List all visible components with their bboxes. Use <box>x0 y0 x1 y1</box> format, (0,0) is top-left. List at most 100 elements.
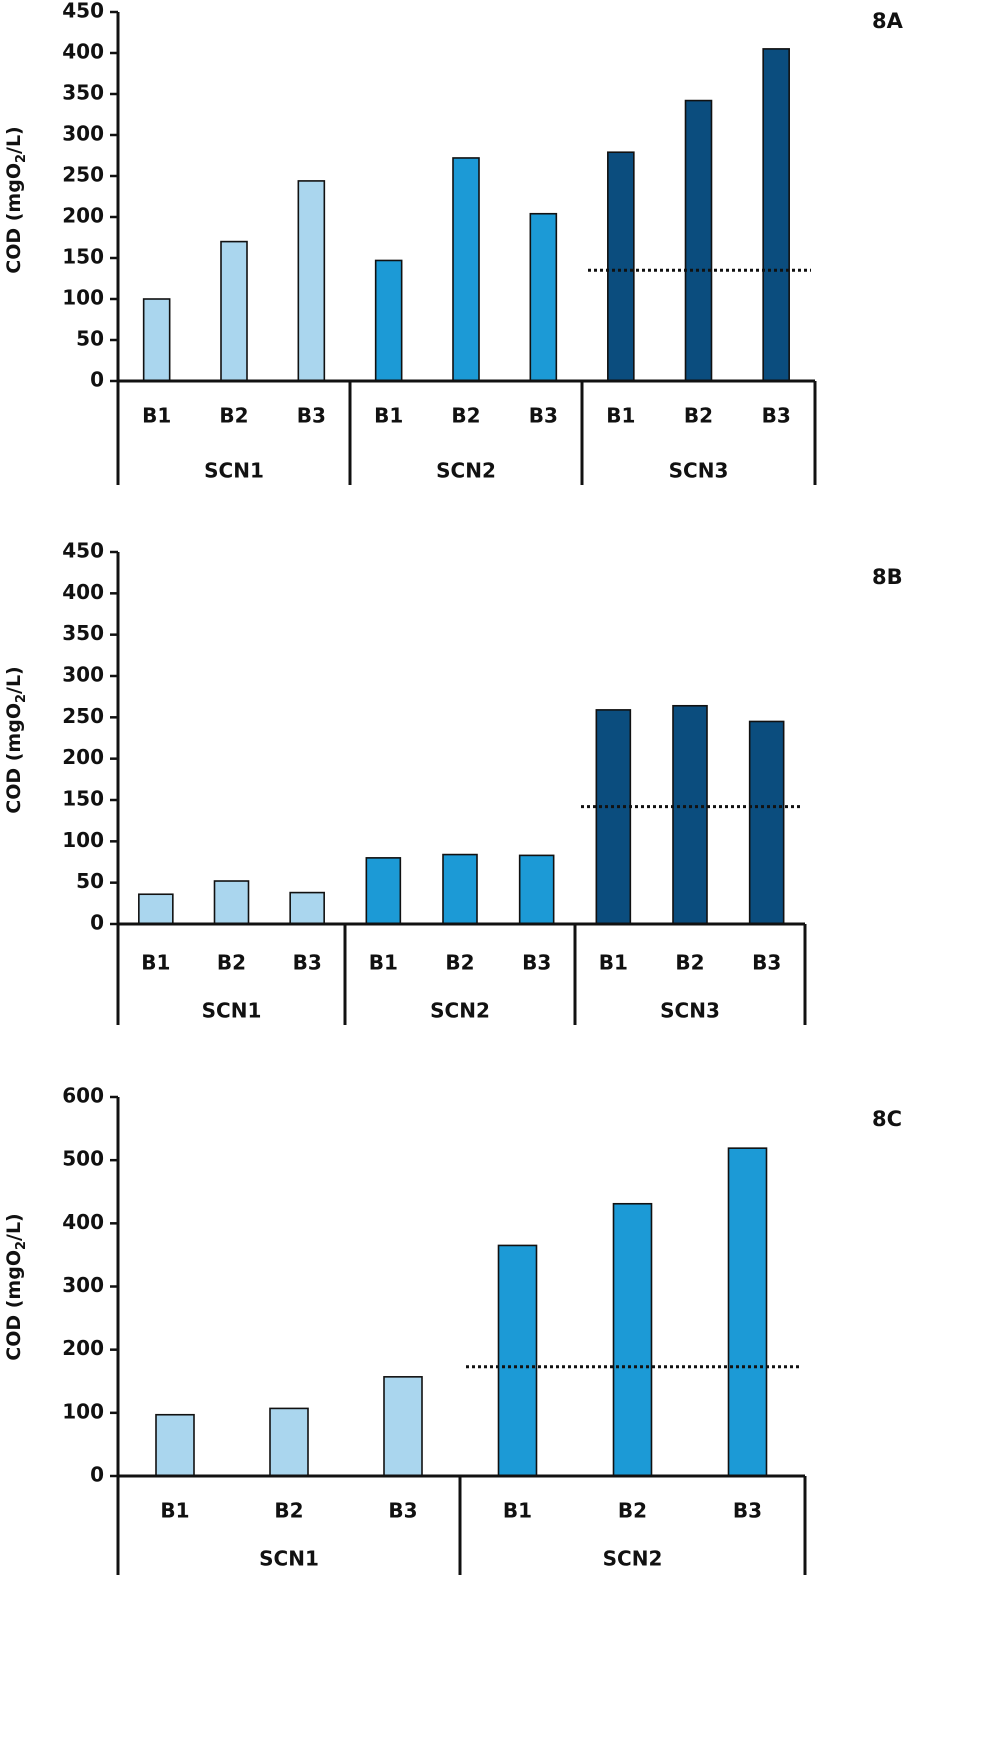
y-tick-label: 400 <box>62 580 104 604</box>
x-category-label: B3 <box>529 404 558 428</box>
x-category-label: B2 <box>675 951 704 975</box>
chart-8a: 8A COD (mgO2/L) 0 50 100 150 200 250 300 350 400 45… <box>3 0 904 485</box>
bar-scn3-b3 <box>762 48 790 382</box>
bar-scn1-b3 <box>297 180 326 382</box>
bar-scn1-b2 <box>213 880 250 925</box>
y-axis-label-part: /L) <box>3 126 25 154</box>
x-group-label: SCN3 <box>669 459 729 483</box>
x-category-label: B2 <box>618 1499 647 1523</box>
y-axis-label-part: /L) <box>3 666 25 694</box>
x-category-label: B3 <box>388 1499 417 1523</box>
y-tick-label: 300 <box>62 1273 104 1297</box>
y-axis-label: COD (mgO2/L) <box>3 1213 29 1361</box>
y-tick-label: 200 <box>62 745 104 769</box>
y-tick-label: 50 <box>76 327 104 351</box>
x-category-label: B1 <box>141 951 170 975</box>
x-category-label: B2 <box>274 1499 303 1523</box>
y-tick-label: 600 <box>62 1084 104 1108</box>
x-category-label: B3 <box>522 951 551 975</box>
y-tick-label: 300 <box>62 122 104 146</box>
bar-scn3-b2 <box>684 99 713 382</box>
bar-scn2-b1 <box>497 1244 538 1477</box>
y-tick-label: 0 <box>90 911 104 935</box>
x-category-label: B2 <box>451 404 480 428</box>
y-axis-label-part: COD (mgO <box>3 703 25 814</box>
y-axis-label-part: COD (mgO <box>3 1250 25 1361</box>
bar-scn2-b2 <box>612 1202 653 1477</box>
y-axis-label-subscript: 2 <box>14 694 29 703</box>
bar-scn3-b1 <box>607 151 635 382</box>
y-axis-label: COD (mgO2/L) <box>3 666 29 814</box>
y-tick-label: 100 <box>62 1399 104 1423</box>
y-tick-label: 450 <box>62 539 104 563</box>
x-category-label: B3 <box>293 951 322 975</box>
y-tick-label: 200 <box>62 204 104 228</box>
bar-scn2-b1 <box>374 259 403 382</box>
x-category-label: B1 <box>599 951 628 975</box>
x-category-label: B2 <box>684 404 713 428</box>
x-category-label: B2 <box>219 404 248 428</box>
x-category-label: B2 <box>445 951 474 975</box>
bar-scn2-b3 <box>529 212 558 382</box>
bar-scn2-b3 <box>518 854 555 925</box>
x-group-label: SCN1 <box>202 999 262 1023</box>
x-group-label: SCN1 <box>259 1547 319 1571</box>
bar-scn2-b2 <box>442 853 478 925</box>
x-category-label: B2 <box>217 951 246 975</box>
y-tick-label: 250 <box>62 163 104 187</box>
bar-scn3-b1 <box>595 709 632 925</box>
x-category-label: B3 <box>752 951 781 975</box>
y-tick-label: 250 <box>62 704 104 728</box>
x-group-label: SCN1 <box>204 459 264 483</box>
y-axis-label-subscript: 2 <box>14 154 29 163</box>
bar-scn1-b3 <box>289 891 325 925</box>
bar-scn2-b1 <box>365 857 402 925</box>
bar-scn2-b2 <box>452 157 480 382</box>
y-axis-label-subscript: 2 <box>14 1241 29 1250</box>
y-tick-label: 100 <box>62 286 104 310</box>
y-tick-label: 500 <box>62 1147 104 1171</box>
y-tick-label: 200 <box>62 1336 104 1360</box>
y-axis-label-part: /L) <box>3 1213 25 1241</box>
x-category-label: B3 <box>297 404 326 428</box>
y-tick-label: 400 <box>62 40 104 64</box>
x-category-label: B1 <box>160 1499 189 1523</box>
bar-scn1-b2 <box>269 1407 309 1477</box>
y-axis-label-part: COD (mgO <box>3 163 25 274</box>
x-group-label: SCN2 <box>436 459 496 483</box>
chart-title: 8B <box>872 565 903 589</box>
bar-scn3-b2 <box>672 704 708 925</box>
bar-scn1-b1 <box>142 298 171 382</box>
bar-scn1-b2 <box>220 240 248 382</box>
x-category-label: B1 <box>503 1499 532 1523</box>
x-group-label: SCN2 <box>603 1547 663 1571</box>
x-group-label: SCN2 <box>430 999 490 1023</box>
y-tick-label: 50 <box>76 869 104 893</box>
chart-title: 8A <box>872 9 904 33</box>
x-category-label: B1 <box>142 404 171 428</box>
y-tick-label: 300 <box>62 663 104 687</box>
x-category-label: B1 <box>374 404 403 428</box>
y-tick-label: 0 <box>90 368 104 392</box>
x-category-label: B1 <box>606 404 635 428</box>
bar-scn3-b3 <box>748 720 785 925</box>
y-tick-label: 350 <box>62 621 104 645</box>
x-category-label: B1 <box>369 951 398 975</box>
bar-scn1-b3 <box>383 1376 423 1477</box>
y-tick-label: 0 <box>90 1463 104 1487</box>
bar-scn2-b3 <box>727 1147 768 1477</box>
y-axis-label: COD (mgO2/L) <box>3 126 29 274</box>
y-tick-label: 450 <box>62 0 104 23</box>
bar-scn1-b1 <box>138 893 174 925</box>
bar-scn1-b1 <box>155 1413 195 1477</box>
y-tick-label: 150 <box>62 245 104 269</box>
y-tick-label: 350 <box>62 81 104 105</box>
y-tick-label: 100 <box>62 828 104 852</box>
x-category-label: B3 <box>762 404 791 428</box>
x-group-label: SCN3 <box>660 999 720 1023</box>
chart-title: 8C <box>872 1107 902 1131</box>
y-tick-label: 400 <box>62 1210 104 1234</box>
chart-8c: 8C COD (mgO2/L) 0 100 200 300 400 500 600 B1 B2 B3 S… <box>3 1084 902 1575</box>
x-category-label: B3 <box>733 1499 762 1523</box>
